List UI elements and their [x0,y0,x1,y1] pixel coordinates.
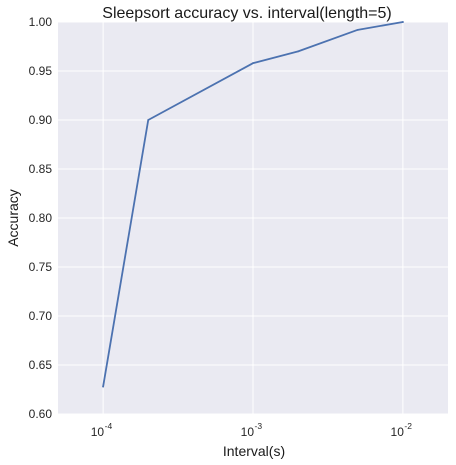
y-axis-label: Accuracy [5,189,21,247]
x-tick-label: 10 -4 [91,421,113,439]
data-point [252,62,254,65]
y-tick-label: 0.75 [29,260,53,274]
x-tick-label: 10 -2 [391,421,413,439]
x-tick-base: 10 [391,425,405,439]
y-tick-label: 0.80 [29,211,53,225]
y-tick-label: 0.85 [29,162,53,176]
y-tick-label: 0.90 [29,113,53,127]
x-tick-label: 10 -3 [241,421,263,439]
y-tick-label: 0.60 [29,407,53,421]
data-series [102,21,404,388]
x-tick-labels: 10 -4 10 -3 10 -2 [91,421,412,439]
data-point [401,21,404,23]
x-tick-exponent: -4 [105,421,113,431]
grid-lines [58,21,448,415]
y-tick-label: 0.70 [29,309,53,323]
accuracy-line [102,21,404,388]
data-point [356,28,359,31]
chart-title: Sleepsort accuracy vs. interval(length=5… [102,5,391,22]
data-point [297,50,300,53]
x-tick-exponent: -2 [404,421,412,431]
x-axis-label: Interval(s) [223,443,285,459]
y-tick-labels: 0.60 0.65 0.70 0.75 0.80 0.85 0.90 0.95 1.00 [29,15,53,421]
x-tick-exponent: -3 [255,421,263,431]
x-tick-base: 10 [241,425,255,439]
x-tick-base: 10 [91,425,105,439]
y-tick-label: 0.95 [29,64,53,78]
data-point [147,119,150,121]
y-tick-label: 1.00 [29,15,53,29]
y-tick-label: 0.65 [29,358,53,372]
data-point [102,385,105,388]
